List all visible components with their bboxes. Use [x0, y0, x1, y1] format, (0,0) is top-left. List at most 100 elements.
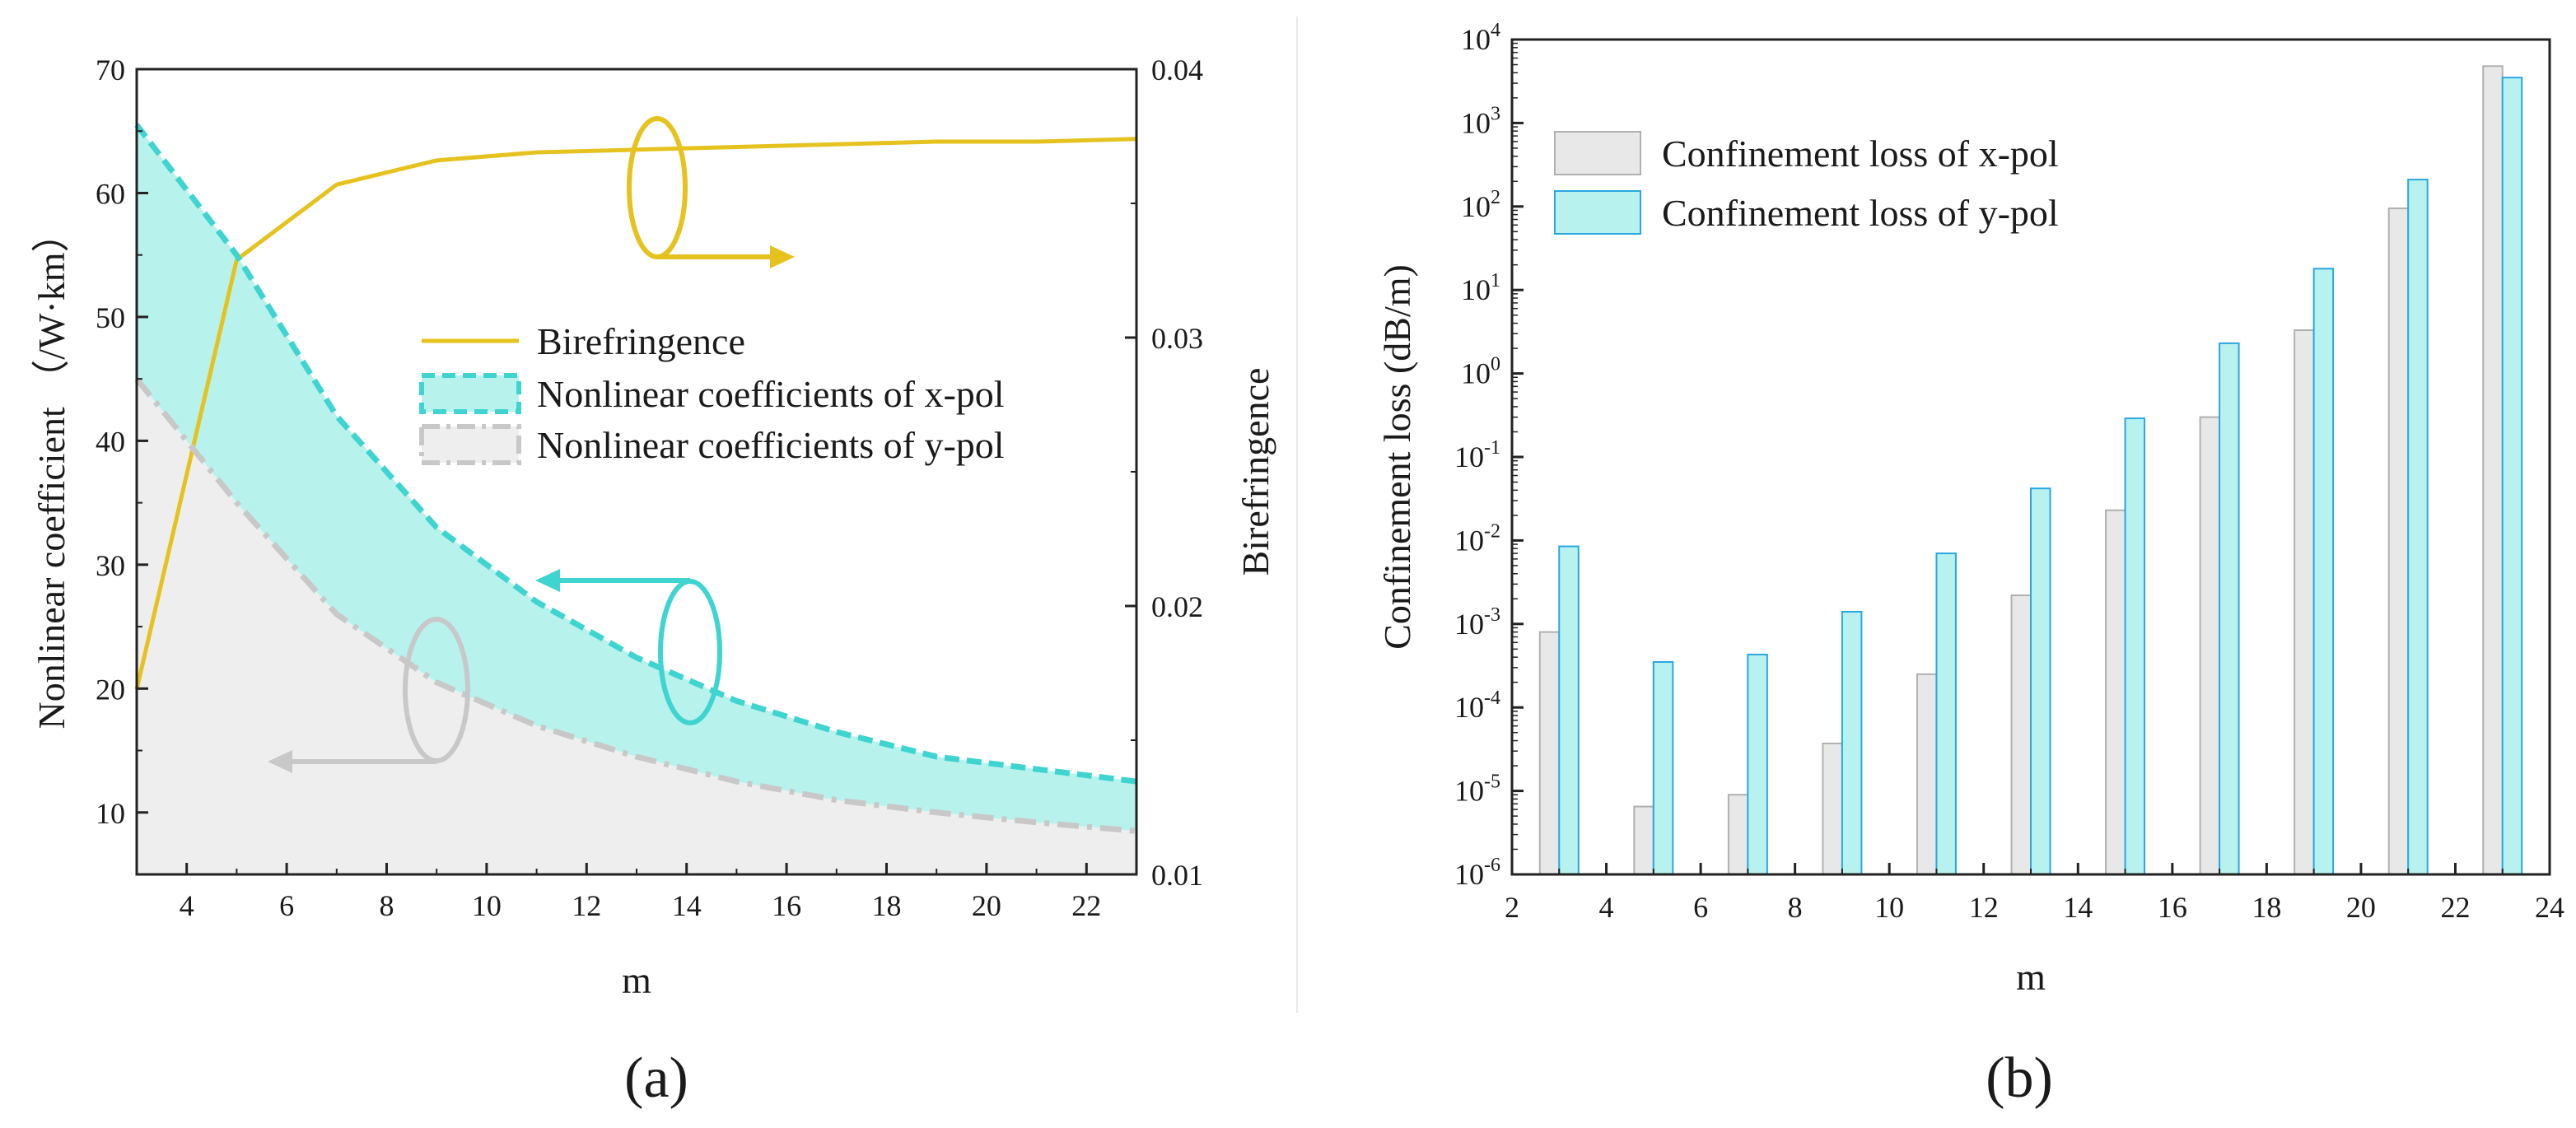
xpol-annotation-icon [535, 569, 722, 725]
bar-x-pol [2294, 329, 2315, 875]
y-tick-label-b: 10-4 [1454, 688, 1500, 724]
y-tick-label-a: 70 [96, 54, 125, 86]
bar-x-pol [1916, 673, 1938, 875]
legend-xpol-swatch [419, 373, 521, 414]
bar-y-pol [1841, 610, 1863, 875]
y-tick-label-a: 40 [96, 425, 125, 458]
legend-ypol-label: Nonlinear coefficients of y-pol [537, 424, 1005, 466]
bar-y-pol [1747, 653, 1768, 875]
x-tick-label-a: 10 [472, 889, 502, 922]
x-tick-label-a: 6 [279, 889, 294, 922]
xpol-line [134, 123, 1137, 785]
y-axis-title-a: Nonlinear coefficient （/W·km） [30, 214, 72, 729]
bar-y-pol [2312, 268, 2335, 875]
y2-tick-label-a: 0.03 [1151, 322, 1203, 355]
legend-y-loss-swatch [1554, 190, 1641, 235]
y-tick-label-b: 100 [1461, 354, 1500, 390]
x-tick-label-a: 14 [672, 889, 702, 922]
x-tick-label-a: 12 [572, 889, 601, 922]
bar-x-pol [2105, 509, 2126, 876]
bar-y-pol [2219, 342, 2240, 876]
legend-xpol-label: Nonlinear coefficients of x-pol [537, 373, 1005, 415]
y-tick-label-a: 50 [96, 301, 125, 334]
legend-ypol-swatch [419, 424, 521, 465]
bar-x-pol [2387, 207, 2410, 875]
birefringence-annotation-icon [627, 116, 795, 268]
xpol-ypol-band [137, 124, 1136, 832]
legend-birefringence-label: Birefringence [537, 320, 745, 362]
a-fills [137, 124, 1136, 875]
y-tick-label-b: 10-2 [1454, 520, 1500, 557]
legend-x-loss-swatch [1554, 131, 1641, 175]
bar-y-pol [1935, 552, 1957, 875]
bar-x-pol [2199, 416, 2221, 875]
y-tick-label-a: 30 [96, 549, 125, 582]
x-tick-label-b: 8 [1788, 891, 1803, 924]
birefringence-line [134, 137, 1137, 690]
x-tick-label-a: 8 [380, 889, 394, 922]
x-axis-title-b: m [2016, 956, 2046, 998]
y-tick-label-b: 101 [1461, 270, 1500, 306]
ypol-annotation-icon [268, 617, 470, 773]
x-axis-title-a: m [622, 959, 651, 1001]
x-tick-label-a: 18 [872, 889, 902, 922]
bar-x-pol [1822, 742, 1843, 876]
y-tick-label-a: 10 [96, 797, 125, 830]
bar-x-pol [1633, 805, 1654, 875]
y2-tick-label-a: 0.01 [1151, 859, 1203, 892]
x-tick-label-b: 4 [1599, 891, 1614, 924]
y-tick-label-b: 104 [1461, 20, 1500, 56]
x-tick-label-a: 16 [772, 889, 801, 922]
bar-x-pol [2482, 65, 2504, 875]
x-tick-label-b: 24 [2535, 891, 2564, 924]
bar-y-pol [2124, 417, 2146, 875]
legend-x-loss-label: Confinement loss of x-pol [1662, 133, 2059, 175]
bar-y-pol [2407, 179, 2429, 876]
x-tick-label-b: 6 [1693, 891, 1708, 924]
x-tick-label-b: 10 [1874, 891, 1904, 924]
x-tick-label-a: 4 [180, 889, 194, 922]
caption-a: (a) [624, 1046, 688, 1110]
x-tick-label-b: 2 [1505, 891, 1519, 924]
y-tick-label-b: 10-6 [1454, 855, 1500, 891]
bar-x-pol [1727, 794, 1749, 875]
a-ticks: 4 6 8 10 12 14 16 18 20 22 10 20 30 40 50 60 70 0.01 0.02 0… [96, 54, 1203, 922]
bar-y-pol [2030, 487, 2051, 875]
bar-x-pol [1538, 631, 1561, 875]
a-lines [134, 123, 1137, 834]
panel-b: 2 4 6 8 10 12 14 16 18 20 22 2410-610-510-410-310-2… [1376, 20, 2564, 1110]
y-tick-label-b: 10-5 [1454, 771, 1500, 808]
y-tick-label-a: 20 [96, 673, 125, 706]
caption-b: (b) [1986, 1046, 2053, 1110]
y-axis-title-b: Confinement loss (dB/m) [1376, 264, 1418, 650]
y2-tick-label-a: 0.04 [1151, 54, 1203, 86]
x-tick-label-a: 20 [972, 889, 1001, 922]
y2-axis-title-a: Birefringence [1234, 368, 1276, 576]
bar-y-pol [1558, 545, 1580, 876]
x-tick-label-b: 18 [2252, 891, 2281, 924]
panel-a: 4 6 8 10 12 14 16 18 20 22 10 20 30 40 50 60 70 0.01 0.02 0… [30, 54, 1276, 1110]
bar-y-pol [2501, 77, 2523, 875]
x-tick-label-b: 22 [2440, 891, 2470, 924]
legend-b: Confinement loss of x-pol Confinement lo… [1554, 131, 2059, 235]
x-tick-label-b: 16 [2158, 891, 2187, 924]
y-tick-label-b: 102 [1461, 187, 1500, 223]
legend-y-loss-label: Confinement loss of y-pol [1662, 192, 2059, 234]
y2-tick-label-a: 0.02 [1151, 590, 1203, 623]
y-tick-label-b: 103 [1461, 103, 1500, 139]
x-tick-label-b: 12 [1969, 891, 1999, 924]
y-tick-label-b: 10-1 [1454, 437, 1500, 473]
ypol-area [137, 379, 1136, 875]
bar-x-pol [2010, 594, 2032, 876]
y-tick-label-b: 10-3 [1454, 604, 1500, 641]
b-bars [1538, 65, 2523, 876]
b-ticks: 2 4 6 8 10 12 14 16 18 20 22 2410-610-510-410-310-2… [1454, 20, 2564, 924]
ypol-line [134, 376, 1137, 834]
x-tick-label-a: 22 [1071, 889, 1101, 922]
y-tick-label-a: 60 [96, 177, 125, 210]
x-tick-label-b: 14 [2063, 891, 2093, 924]
legend-a: Birefringence Nonlinear coefficients of … [419, 320, 1005, 466]
x-tick-label-b: 20 [2346, 891, 2376, 924]
bar-y-pol [1652, 661, 1674, 875]
